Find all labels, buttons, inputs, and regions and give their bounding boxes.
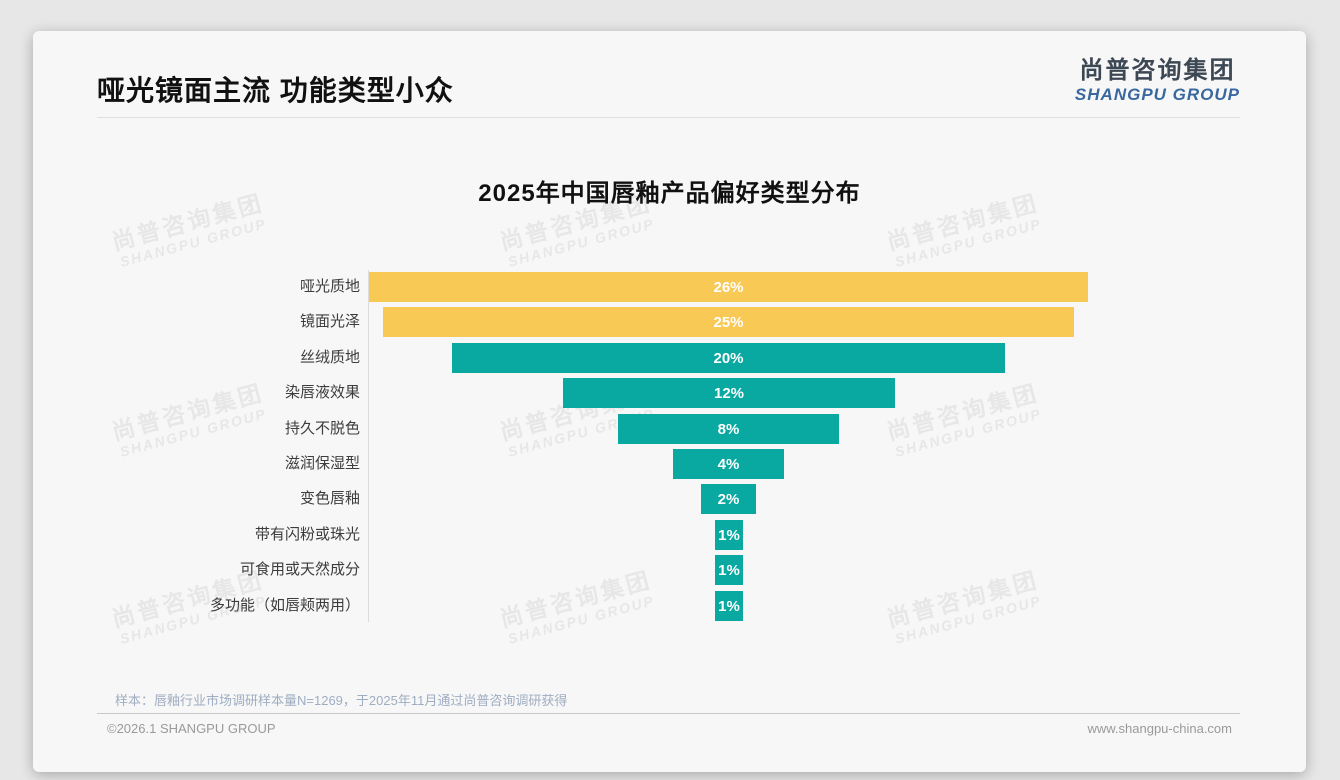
bar-plot-area: 1%: [369, 520, 1088, 550]
bar: 25%: [383, 307, 1074, 337]
chart-row: 哑光质地 26%: [33, 272, 1306, 302]
bar: 12%: [563, 378, 895, 408]
chart-row: 丝绒质地 20%: [33, 343, 1306, 373]
footer-copyright: ©2026.1 SHANGPU GROUP: [107, 721, 276, 736]
watermark-text-en: SHANGPU GROUP: [893, 215, 1044, 270]
bar: 1%: [715, 591, 743, 621]
bar-value-label: 2%: [717, 490, 740, 508]
category-label: 变色唇釉: [299, 490, 360, 507]
bar-value-label: 1%: [718, 597, 740, 615]
bar: 1%: [715, 555, 743, 585]
category-label: 持久不脱色: [284, 420, 360, 437]
category-label: 哑光质地: [299, 278, 360, 295]
bar-value-label: 1%: [718, 561, 740, 579]
category-label: 带有闪粉或珠光: [254, 526, 360, 543]
chart-row: 滋润保湿型 4%: [33, 449, 1306, 479]
bar-value-label: 26%: [713, 278, 744, 296]
bar-value-label: 1%: [718, 526, 740, 544]
bar-plot-area: 8%: [369, 414, 1088, 444]
bar: 8%: [618, 414, 839, 444]
chart-row: 染唇液效果 12%: [33, 378, 1306, 408]
bar: 2%: [701, 484, 756, 514]
bar-plot-area: 26%: [369, 272, 1088, 302]
slide-card: 尚普咨询集团 SHANGPU GROUP 尚普咨询集团 SHANGPU GROUP 尚普…: [33, 31, 1306, 772]
chart-title: 2025年中国唇釉产品偏好类型分布: [478, 180, 861, 207]
bar-plot-area: 1%: [369, 555, 1088, 585]
bar: 20%: [452, 343, 1005, 373]
slide-title: 哑光镜面主流 功能类型小众: [97, 75, 454, 106]
footer-divider: [97, 713, 1240, 714]
chart-row: 变色唇釉 2%: [33, 484, 1306, 514]
bar-plot-area: 1%: [369, 591, 1088, 621]
chart-row: 多功能（如唇颊两用） 1%: [33, 591, 1306, 621]
bar-value-label: 20%: [713, 349, 744, 367]
category-label: 染唇液效果: [284, 384, 360, 401]
category-label: 丝绒质地: [299, 349, 360, 366]
chart-row: 可食用或天然成分 1%: [33, 555, 1306, 585]
chart-row: 带有闪粉或珠光 1%: [33, 520, 1306, 550]
bar-value-label: 8%: [717, 420, 740, 438]
bar: 1%: [715, 520, 743, 550]
watermark-text-en: SHANGPU GROUP: [506, 215, 657, 270]
title-divider: [97, 117, 1240, 118]
bar-plot-area: 12%: [369, 378, 1088, 408]
bar-plot-area: 20%: [369, 343, 1088, 373]
bar-value-label: 4%: [717, 455, 740, 473]
company-logo: 尚普咨询集团 SHANGPU GROUP: [1075, 57, 1240, 104]
watermark-text-en: SHANGPU GROUP: [118, 215, 269, 270]
company-logo-chinese: 尚普咨询集团: [1079, 57, 1236, 84]
footer-website: www.shangpu-china.com: [1087, 721, 1232, 736]
chart-row: 持久不脱色 8%: [33, 414, 1306, 444]
bar-plot-area: 25%: [369, 307, 1088, 337]
bar-plot-area: 2%: [369, 484, 1088, 514]
bar: 4%: [673, 449, 784, 479]
bar-value-label: 12%: [713, 384, 745, 402]
chart-axis-line: [368, 270, 369, 622]
category-label: 多功能（如唇颊两用）: [209, 597, 360, 614]
bar: 26%: [369, 272, 1088, 302]
category-label: 可食用或天然成分: [239, 561, 360, 578]
source-note: 样本：唇釉行业市场调研样本量N=1269，于2025年11月通过尚普咨询调研获得: [115, 693, 568, 708]
bar-plot-area: 4%: [369, 449, 1088, 479]
category-label: 滋润保湿型: [284, 455, 360, 472]
bar-value-label: 25%: [713, 313, 744, 331]
category-label: 镜面光泽: [299, 313, 360, 330]
company-logo-english: SHANGPU GROUP: [1074, 85, 1240, 104]
chart-row: 镜面光泽 25%: [33, 307, 1306, 337]
